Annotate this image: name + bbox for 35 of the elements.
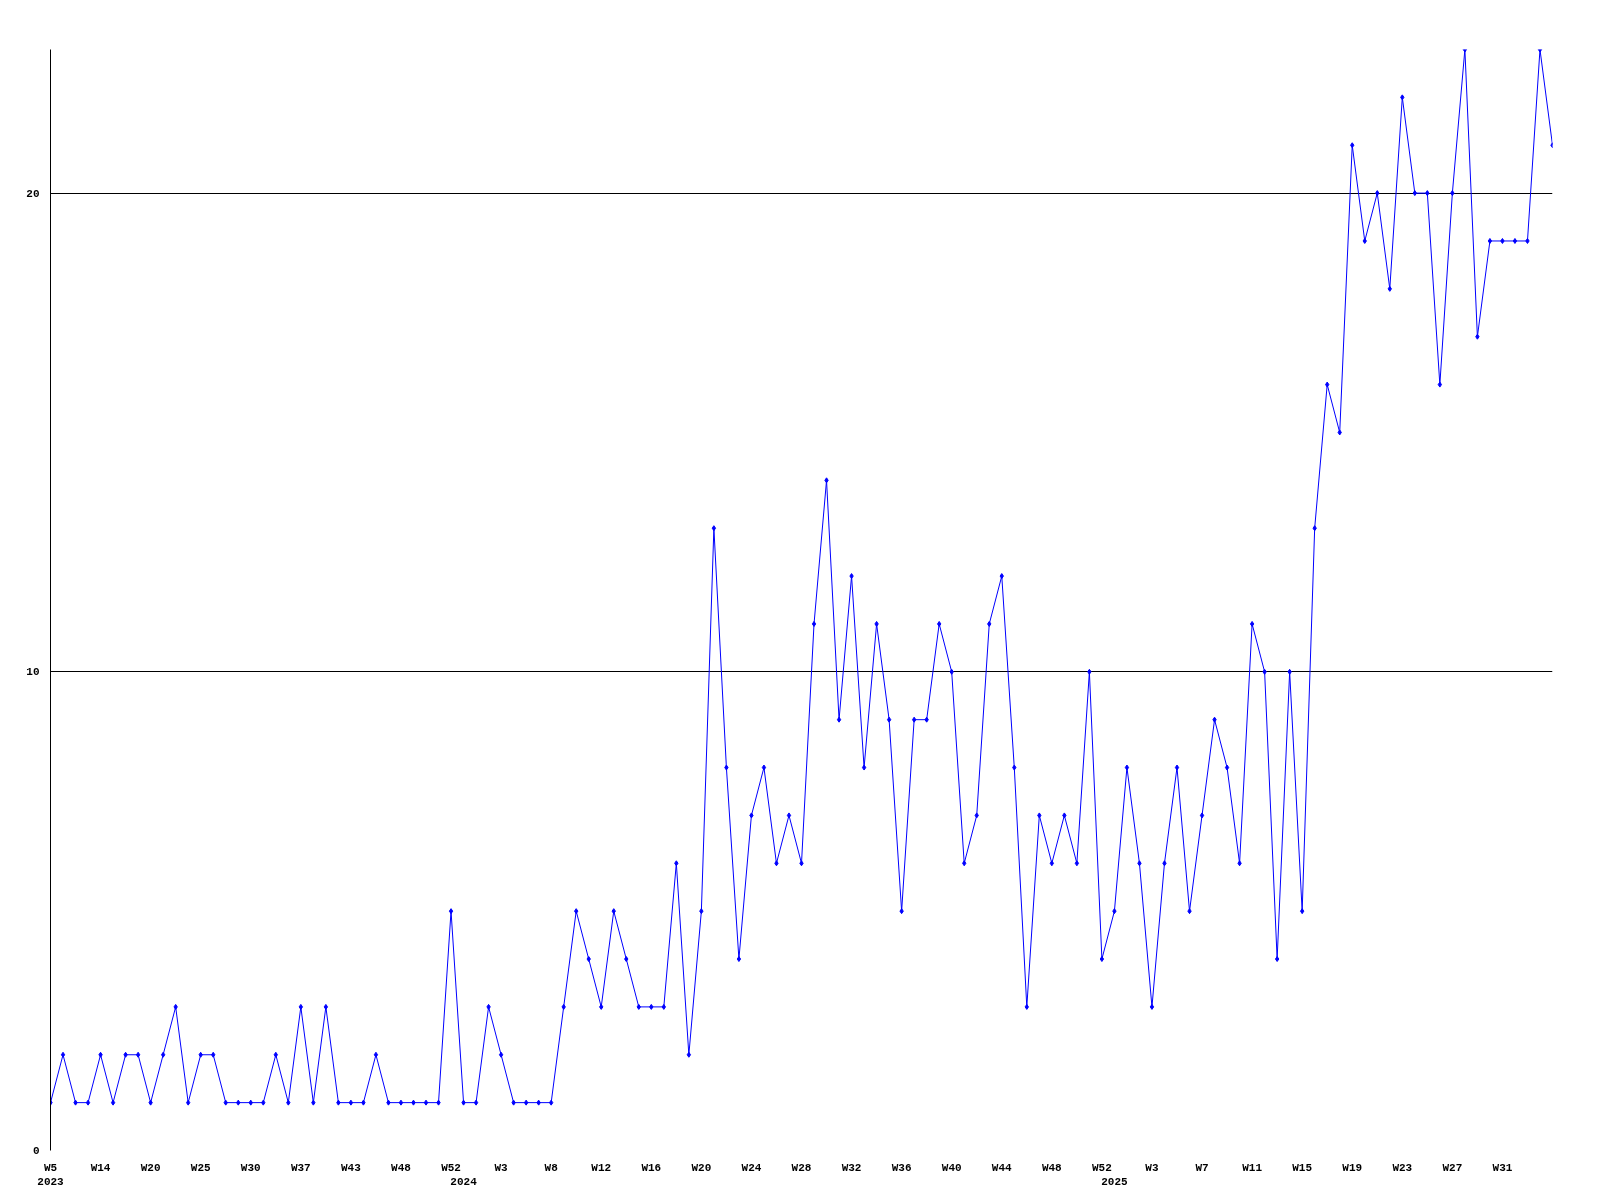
x-tick-label: W14 [90, 1161, 111, 1174]
x-tick-label: W19 [1342, 1161, 1363, 1174]
x-tick-label: W12 [591, 1161, 612, 1174]
x-tick-label: W23 [1392, 1161, 1413, 1174]
x-tick-label: W15 [1292, 1161, 1313, 1174]
x-tick-label: W20 [140, 1161, 161, 1174]
x-tick-label: W3 [494, 1161, 509, 1174]
x-tick-label: W52 [1092, 1161, 1112, 1174]
x-tick-label: W48 [391, 1161, 412, 1174]
x-tick-label: W36 [891, 1161, 912, 1174]
x-tick-label: W24 [741, 1161, 762, 1174]
x-tick-label: W11 [1242, 1161, 1263, 1174]
x-tick-label: W16 [641, 1161, 662, 1174]
x-tick-label: W37 [290, 1161, 311, 1174]
x-tick-label: 2024 [450, 1175, 478, 1188]
x-tick-label: W7 [1195, 1161, 1209, 1174]
x-tick-label: W40 [941, 1161, 962, 1174]
x-tick-label: W20 [691, 1161, 712, 1174]
x-tick-label: W52 [441, 1161, 461, 1174]
x-tick-label: W31 [1492, 1161, 1513, 1174]
x-tick-label: W5 2023 [37, 1161, 65, 1188]
x-tick-label: W44 [991, 1161, 1013, 1174]
x-tick-label: W8 [544, 1161, 559, 1174]
x-tick-label: W32 [841, 1161, 862, 1174]
x-tick-label: W28 [791, 1161, 812, 1174]
y-tick-label: 20 [26, 187, 40, 200]
y-tick-label: 0 [32, 1145, 40, 1157]
x-tick-label: W3 [1145, 1161, 1159, 1174]
x-tick-label: W48 [1041, 1161, 1063, 1174]
x-tick-label: 2025 [1101, 1175, 1129, 1188]
y-tick-label: 10 [26, 666, 40, 679]
x-tick-label: W25 [190, 1161, 211, 1174]
x-tick-label: W43 [341, 1161, 362, 1174]
x-tick-label: W27 [1442, 1161, 1463, 1174]
x-tick-label: W30 [240, 1161, 261, 1174]
